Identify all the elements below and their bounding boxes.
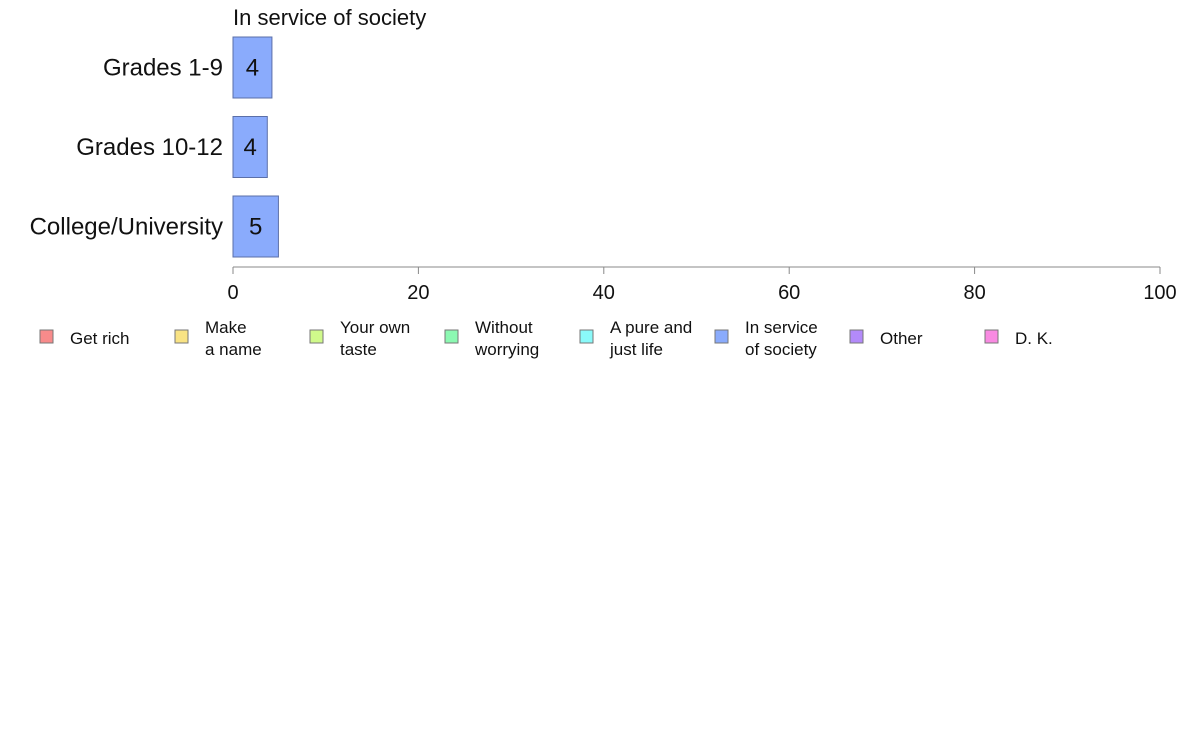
bar-value-label: 4: [246, 55, 259, 82]
legend-label: of society: [745, 340, 817, 359]
legend-label: Get rich: [70, 329, 130, 348]
x-tick-label: 0: [227, 282, 238, 304]
legend-label: A pure and: [610, 318, 692, 337]
bar-value-label: 5: [249, 214, 262, 241]
legend-label: Other: [880, 329, 923, 348]
x-axis: 0 20 40 60 80 100: [227, 266, 1177, 304]
legend-label: In service: [745, 318, 818, 337]
legend-swatch: [444, 329, 459, 344]
x-tick-label: 60: [778, 282, 800, 304]
legend-swatch: [849, 329, 864, 344]
legend-label: a name: [205, 340, 262, 359]
category-label: Grades 10-12: [76, 134, 223, 161]
bar-value-label: 4: [243, 134, 256, 161]
x-tick-label: 20: [407, 282, 429, 304]
x-tick-label: 80: [963, 282, 985, 304]
x-tick-label: 100: [1143, 282, 1176, 304]
chart-title: In service of society: [233, 5, 426, 30]
bars-layer: Grades 1-9 4 Grades 10-12 4 College/Universi…: [30, 36, 279, 258]
legend-swatch: [714, 329, 729, 344]
legend-swatch: [579, 329, 594, 344]
legend-swatch: [984, 329, 999, 344]
bar: [232, 36, 273, 99]
legend-swatch: [174, 329, 189, 344]
category-label: Grades 1-9: [103, 55, 223, 82]
category-label: College/University: [30, 214, 223, 241]
legend-swatch: [39, 329, 54, 344]
legend-swatch: [309, 329, 324, 344]
legend-label: worrying: [474, 340, 539, 359]
bar: [232, 195, 279, 258]
legend-label: Without: [475, 318, 533, 337]
x-tick-label: 40: [593, 282, 615, 304]
legend: Get rich Make a name Your own taste Without wo…: [39, 318, 1053, 359]
bar: [232, 116, 268, 178]
legend-label: just life: [609, 340, 663, 359]
legend-label: taste: [340, 340, 377, 359]
legend-label: Make: [205, 318, 247, 337]
legend-label: Your own: [340, 318, 410, 337]
legend-label: D. K.: [1015, 329, 1053, 348]
